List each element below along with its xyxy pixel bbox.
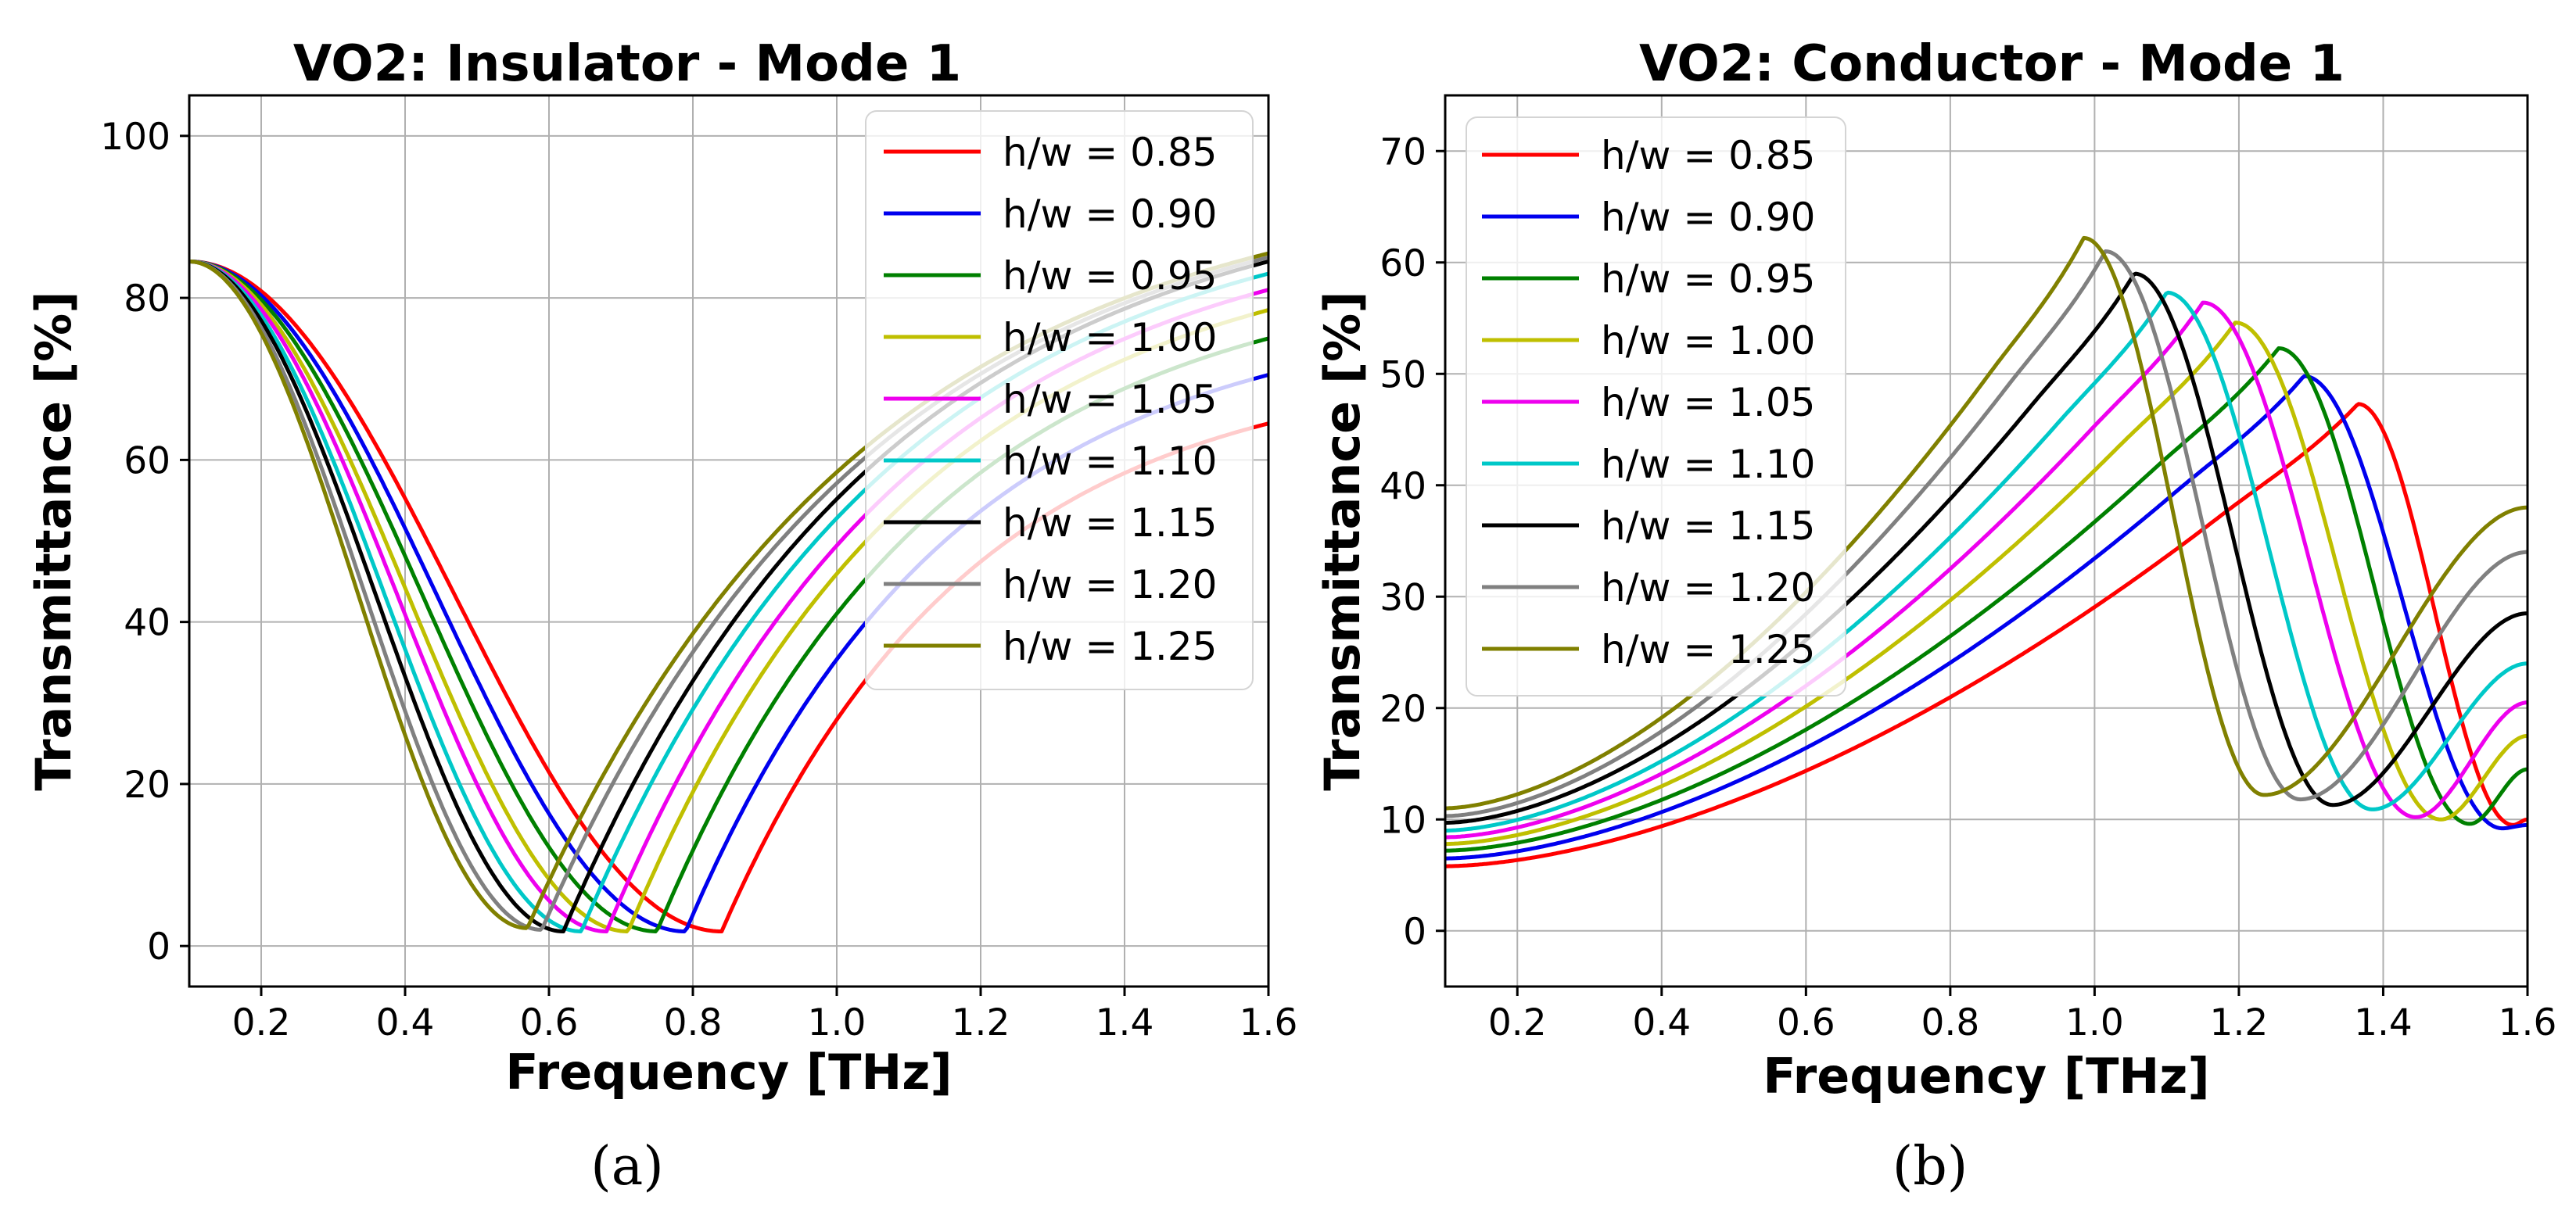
y-tick-label: 0 <box>147 926 170 969</box>
x-tick-label: 0.6 <box>520 1001 579 1044</box>
legend-label: h/w = 0.95 <box>1003 253 1217 299</box>
series-lines <box>1445 235 2528 868</box>
panel-label: (b) <box>1893 1136 1968 1198</box>
axis-ticks: 0.2 0.4 0.6 0.8 1.0 1.2 1.4 1.6 0 10 20 30 40 50 60 70 <box>1379 131 2556 1044</box>
plot-frame <box>1444 94 2529 988</box>
chart-insulator: VO2: Insulator - Mode 1 0.2 0.4 0.6 0.8 1.0 1… <box>25 35 1297 1198</box>
series-line <box>1445 249 2528 818</box>
y-tick-label: 0 <box>1403 911 1426 954</box>
y-tick-label: 40 <box>1379 465 1426 508</box>
y-tick-label: 70 <box>1379 131 1426 174</box>
series-line <box>1445 300 2528 840</box>
legend-label: h/w = 0.85 <box>1601 133 1815 178</box>
legend: h/w = 0.85 h/w = 0.90 h/w = 0.95 h/w = 1.00… <box>865 110 1254 690</box>
legend-box <box>865 110 1254 690</box>
x-tick-label: 0.4 <box>376 1001 435 1044</box>
legend-label: h/w = 1.10 <box>1601 442 1815 487</box>
y-tick-label: 60 <box>124 439 170 482</box>
series-line <box>1445 374 2528 861</box>
y-tick-label: 20 <box>1379 688 1426 731</box>
y-tick-label: 60 <box>1379 242 1426 285</box>
y-tick-label: 40 <box>124 602 170 645</box>
series-line <box>1445 402 2528 868</box>
legend-label: h/w = 0.85 <box>1003 130 1217 175</box>
x-tick-label: 0.8 <box>1921 1001 1979 1044</box>
legend-box <box>1466 116 1846 697</box>
x-tick-label: 1.6 <box>2499 1001 2557 1044</box>
y-axis-label: Transmittance [%] <box>1314 291 1371 790</box>
legend-label: h/w = 1.25 <box>1601 627 1815 672</box>
x-tick-label: 1.4 <box>2354 1001 2413 1044</box>
legend: h/w = 0.85 h/w = 0.90 h/w = 0.95 h/w = 1.00… <box>1466 116 1846 697</box>
y-tick-label: 100 <box>100 116 170 159</box>
axis-ticks: 0.2 0.4 0.6 0.8 1.0 1.2 1.4 1.6 0 20 40 60 80 100 <box>100 116 1297 1044</box>
x-tick-label: 1.6 <box>1240 1001 1298 1044</box>
series-line <box>1445 235 2528 811</box>
x-tick-label: 0.2 <box>1488 1001 1547 1044</box>
legend-label: h/w = 1.10 <box>1003 439 1217 484</box>
legend-label: h/w = 1.00 <box>1601 318 1815 363</box>
series-line <box>1445 346 2528 853</box>
x-tick-label: 0.6 <box>1777 1001 1835 1044</box>
x-tick-label: 0.8 <box>664 1001 723 1044</box>
series-line <box>1445 271 2528 825</box>
y-tick-label: 20 <box>124 764 170 807</box>
x-tick-label: 0.2 <box>232 1001 291 1044</box>
series-line <box>1445 321 2528 847</box>
x-tick-label: 1.2 <box>952 1001 1010 1044</box>
y-tick-label: 80 <box>124 278 170 321</box>
legend-label: h/w = 0.95 <box>1601 256 1815 302</box>
y-tick-label: 10 <box>1379 799 1426 842</box>
legend-label: h/w = 1.25 <box>1003 624 1217 669</box>
legend-label: h/w = 1.15 <box>1601 503 1815 549</box>
legend-label: h/w = 0.90 <box>1003 192 1217 237</box>
plot-frame <box>188 94 1270 988</box>
legend-label: h/w = 1.20 <box>1601 565 1815 611</box>
legend-label: h/w = 0.90 <box>1601 195 1815 240</box>
legend-label: h/w = 1.05 <box>1601 380 1815 425</box>
legend-label: h/w = 1.15 <box>1003 500 1217 546</box>
x-tick-label: 1.2 <box>2210 1001 2269 1044</box>
x-tick-label: 0.4 <box>1632 1001 1691 1044</box>
y-axis-label: Transmittance [%] <box>25 291 82 790</box>
y-tick-label: 50 <box>1379 353 1426 396</box>
legend-label: h/w = 1.20 <box>1003 562 1217 607</box>
chart-conductor: VO2: Conductor - Mode 1 0.2 0.4 0.6 0.8 1.0 1… <box>1314 35 2556 1198</box>
x-axis-label: Frequency [THz] <box>1763 1047 2209 1105</box>
x-tick-label: 1.0 <box>2065 1001 2124 1044</box>
x-tick-label: 1.4 <box>1096 1001 1154 1044</box>
x-axis-label: Frequency [THz] <box>505 1044 952 1101</box>
legend-label: h/w = 1.05 <box>1003 377 1217 422</box>
panel-label: (a) <box>590 1136 664 1198</box>
legend-label: h/w = 1.00 <box>1003 315 1217 360</box>
series-line <box>1445 290 2528 833</box>
chart-title: VO2: Conductor - Mode 1 <box>1639 35 2345 93</box>
chart-title: VO2: Insulator - Mode 1 <box>293 35 961 93</box>
y-tick-label: 30 <box>1379 576 1426 619</box>
x-tick-label: 1.0 <box>808 1001 866 1044</box>
